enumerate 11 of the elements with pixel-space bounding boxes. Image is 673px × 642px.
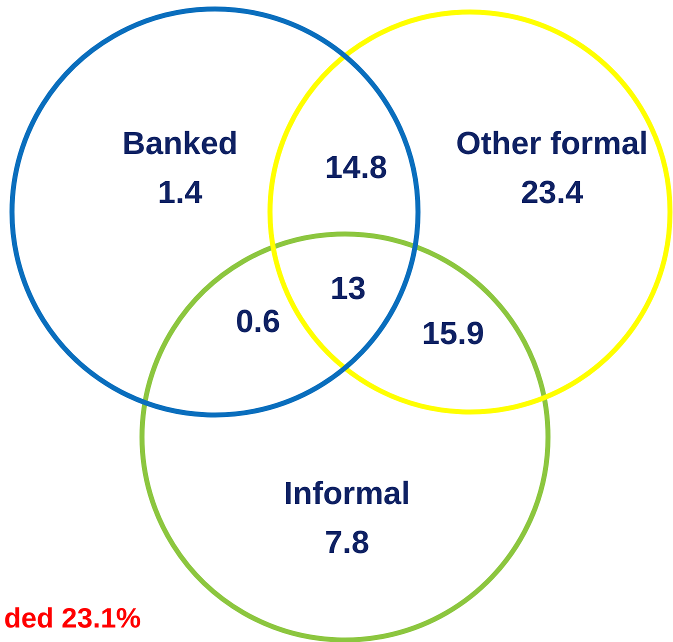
text: 13 <box>330 270 366 306</box>
category-label: Informal <box>284 475 410 511</box>
category-label: Banked <box>122 125 238 161</box>
text: 15.9 <box>422 315 484 351</box>
text: 0.6 <box>236 303 280 339</box>
text: ded 23.1% <box>4 602 142 634</box>
category-label: Other formal <box>456 125 648 161</box>
data-label: 1.4 <box>158 174 202 210</box>
data-label: 23.4 <box>520 174 584 210</box>
data-label: 7.8 <box>324 524 370 560</box>
text: 14.8 <box>324 149 388 185</box>
